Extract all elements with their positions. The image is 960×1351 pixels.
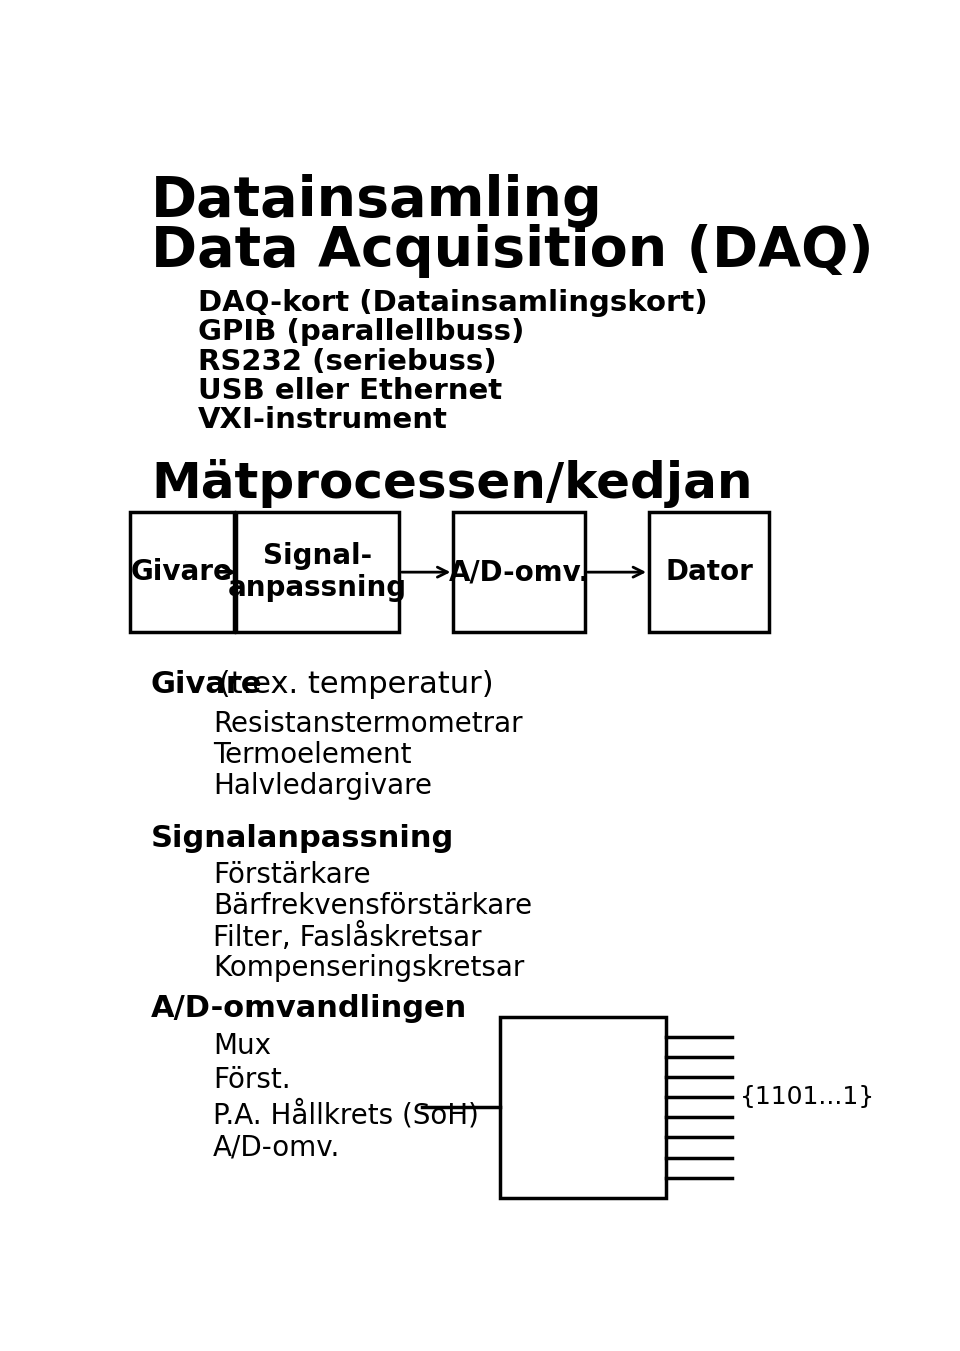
Text: Kompenseringskretsar: Kompenseringskretsar [213, 954, 524, 982]
Text: Givare: Givare [151, 670, 262, 700]
Text: RS232 (seriebuss): RS232 (seriebuss) [198, 347, 496, 376]
Text: Givare: Givare [132, 558, 233, 586]
Text: Data Acquisition (DAQ): Data Acquisition (DAQ) [151, 224, 874, 278]
FancyBboxPatch shape [500, 1017, 666, 1198]
Text: (t.ex. temperatur): (t.ex. temperatur) [209, 670, 493, 700]
Text: Termoelement: Termoelement [213, 742, 412, 769]
Text: Dator: Dator [665, 558, 753, 586]
Text: A/D-omv.: A/D-omv. [448, 558, 589, 586]
FancyBboxPatch shape [236, 512, 399, 632]
Text: Förstärkare: Förstärkare [213, 862, 371, 889]
Text: Bärfrekvensförstärkare: Bärfrekvensförstärkare [213, 892, 532, 920]
Text: A/D-omvandlingen: A/D-omvandlingen [151, 994, 468, 1023]
Text: {1101...1}: {1101...1} [740, 1085, 876, 1109]
Text: Filter, Faslåskretsar: Filter, Faslåskretsar [213, 923, 482, 952]
Text: Mätprocessen/kedjan: Mätprocessen/kedjan [151, 458, 753, 508]
Text: P.A. Hållkrets (SoH): P.A. Hållkrets (SoH) [213, 1100, 479, 1129]
Text: GPIB (parallellbuss): GPIB (parallellbuss) [198, 319, 524, 346]
Text: Först.: Först. [213, 1066, 291, 1094]
Text: Mux: Mux [213, 1032, 271, 1061]
Text: DAQ-kort (Datainsamlingskort): DAQ-kort (Datainsamlingskort) [198, 289, 708, 317]
FancyBboxPatch shape [649, 512, 769, 632]
Text: USB eller Ethernet: USB eller Ethernet [198, 377, 502, 405]
FancyBboxPatch shape [453, 512, 585, 632]
Text: A/D-omv.: A/D-omv. [213, 1133, 341, 1162]
Text: Signal-
anpassning: Signal- anpassning [228, 542, 407, 603]
Text: Datainsamling: Datainsamling [151, 174, 603, 228]
Text: Signalanpassning: Signalanpassning [151, 824, 454, 854]
Text: Halvledargivare: Halvledargivare [213, 771, 432, 800]
Text: Resistanstermometrar: Resistanstermometrar [213, 711, 522, 739]
FancyBboxPatch shape [130, 512, 234, 632]
Text: VXI-instrument: VXI-instrument [198, 407, 447, 434]
